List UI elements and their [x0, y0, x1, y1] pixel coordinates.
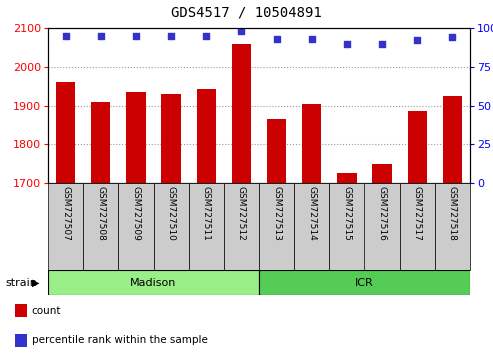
- Bar: [232, 44, 251, 183]
- Bar: [48, 270, 259, 295]
- Bar: [189, 183, 224, 270]
- Point: [308, 36, 316, 42]
- Bar: [197, 89, 216, 183]
- Point: [343, 41, 351, 46]
- Bar: [15, 334, 27, 347]
- Bar: [372, 164, 392, 183]
- Bar: [224, 183, 259, 270]
- Point: [62, 33, 70, 39]
- Bar: [435, 183, 470, 270]
- Text: GSM727514: GSM727514: [307, 185, 316, 240]
- Bar: [83, 183, 118, 270]
- Text: GSM727510: GSM727510: [167, 185, 176, 240]
- Bar: [259, 270, 470, 295]
- Bar: [15, 304, 27, 318]
- Text: GDS4517 / 10504891: GDS4517 / 10504891: [171, 5, 322, 19]
- Bar: [400, 183, 435, 270]
- Text: GSM727513: GSM727513: [272, 185, 281, 240]
- Bar: [126, 92, 145, 183]
- Point: [378, 41, 386, 46]
- Point: [167, 33, 175, 39]
- Bar: [443, 96, 462, 183]
- Text: GSM727507: GSM727507: [61, 185, 70, 240]
- Bar: [153, 183, 189, 270]
- Bar: [364, 183, 400, 270]
- Point: [449, 34, 457, 40]
- Bar: [91, 102, 110, 183]
- Text: GSM727516: GSM727516: [378, 185, 387, 240]
- Text: Madison: Madison: [130, 278, 176, 287]
- Text: GSM727508: GSM727508: [96, 185, 105, 240]
- Point: [202, 33, 210, 39]
- Point: [132, 33, 140, 39]
- Point: [238, 28, 246, 34]
- Text: strain: strain: [5, 278, 37, 287]
- Bar: [294, 183, 329, 270]
- Bar: [48, 183, 83, 270]
- Bar: [267, 119, 286, 183]
- Text: percentile rank within the sample: percentile rank within the sample: [32, 336, 208, 346]
- Bar: [302, 104, 321, 183]
- Point: [97, 33, 105, 39]
- Bar: [259, 183, 294, 270]
- Point: [273, 36, 281, 42]
- Text: count: count: [32, 306, 61, 316]
- Text: ▶: ▶: [32, 278, 39, 287]
- Text: GSM727509: GSM727509: [132, 185, 141, 240]
- Text: GSM727517: GSM727517: [413, 185, 422, 240]
- Text: ICR: ICR: [355, 278, 374, 287]
- Bar: [337, 173, 356, 183]
- Point: [413, 38, 421, 43]
- Text: GSM727518: GSM727518: [448, 185, 457, 240]
- Bar: [329, 183, 364, 270]
- Text: GSM727511: GSM727511: [202, 185, 211, 240]
- Text: GSM727515: GSM727515: [343, 185, 352, 240]
- Bar: [56, 82, 75, 183]
- Bar: [118, 183, 153, 270]
- Bar: [161, 94, 181, 183]
- Text: GSM727512: GSM727512: [237, 185, 246, 240]
- Bar: [408, 111, 427, 183]
